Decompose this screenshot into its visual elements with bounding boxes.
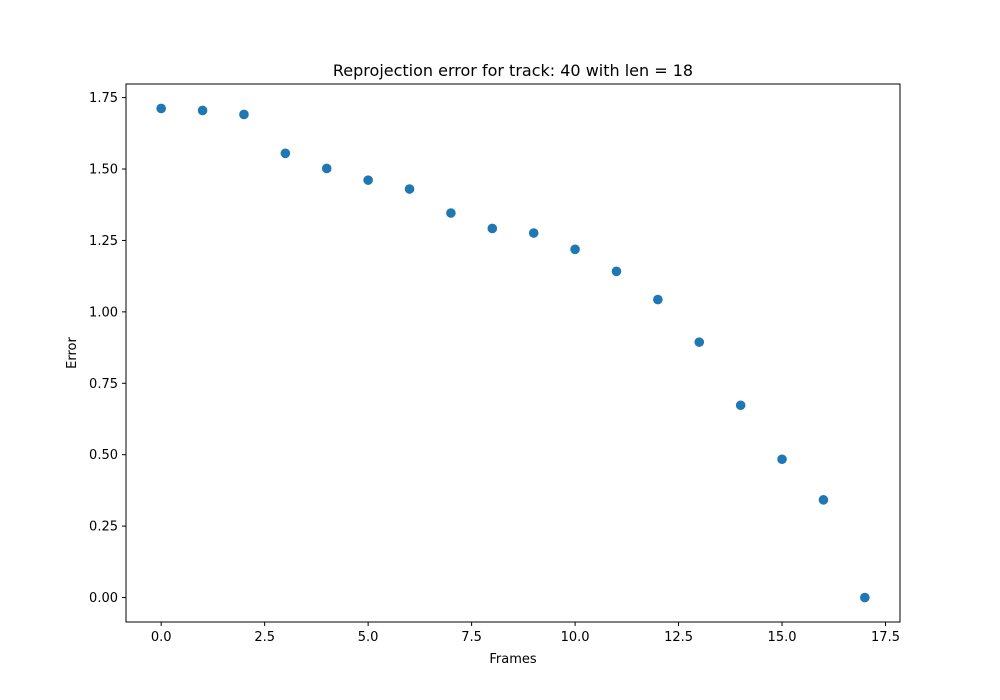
x-tick-label: 0.0 [151,630,172,645]
x-tick-label: 15.0 [768,630,797,645]
chart-title: Reprojection error for track: 40 with le… [333,61,693,80]
data-point [653,294,663,305]
y-tick-label: 1.25 [89,234,118,249]
data-point [156,103,166,114]
data-point [321,163,332,174]
data-point [197,105,208,116]
data-point [239,109,249,120]
data-point [777,454,787,465]
data-point [363,175,373,185]
axes-frame [125,83,901,623]
data-point [404,184,415,194]
y-tick-label: 0.25 [89,520,118,535]
data-point [818,495,829,505]
data-series [156,103,870,603]
x-axis: 0.0 2.5 5.0 7.5 10.0 12.5 15.0 17.5 [151,622,900,645]
x-tick-label: 12.5 [664,630,693,645]
x-tick-label: 10.0 [561,630,590,645]
y-tick-label: 0.75 [89,377,118,392]
data-point [860,592,870,603]
data-point [611,266,622,277]
x-tick-label: 7.5 [461,630,482,645]
y-tick-label: 0.50 [89,448,118,463]
y-tick-label: 0.00 [89,591,118,606]
x-tick-label: 2.5 [254,630,275,645]
data-point [694,337,705,347]
plot-area: 0.0 2.5 5.0 7.5 10.0 12.5 15.0 17.5 0.00 0.25 0.5… [89,83,901,645]
x-axis-label: Frames [489,652,537,667]
data-point [735,400,746,411]
y-tick-label: 1.50 [89,163,118,178]
y-axis-label: Error [65,337,80,369]
data-point [446,208,456,218]
y-axis: 0.00 0.25 0.50 0.75 1.00 1.25 1.50 1.75 [89,91,126,606]
data-point [280,148,291,159]
data-point [528,228,539,238]
y-tick-label: 1.75 [89,91,118,106]
data-point [487,223,498,234]
data-point [570,244,580,255]
y-tick-label: 1.00 [89,305,118,320]
x-tick-label: 5.0 [358,630,379,645]
x-tick-label: 17.5 [871,630,900,645]
